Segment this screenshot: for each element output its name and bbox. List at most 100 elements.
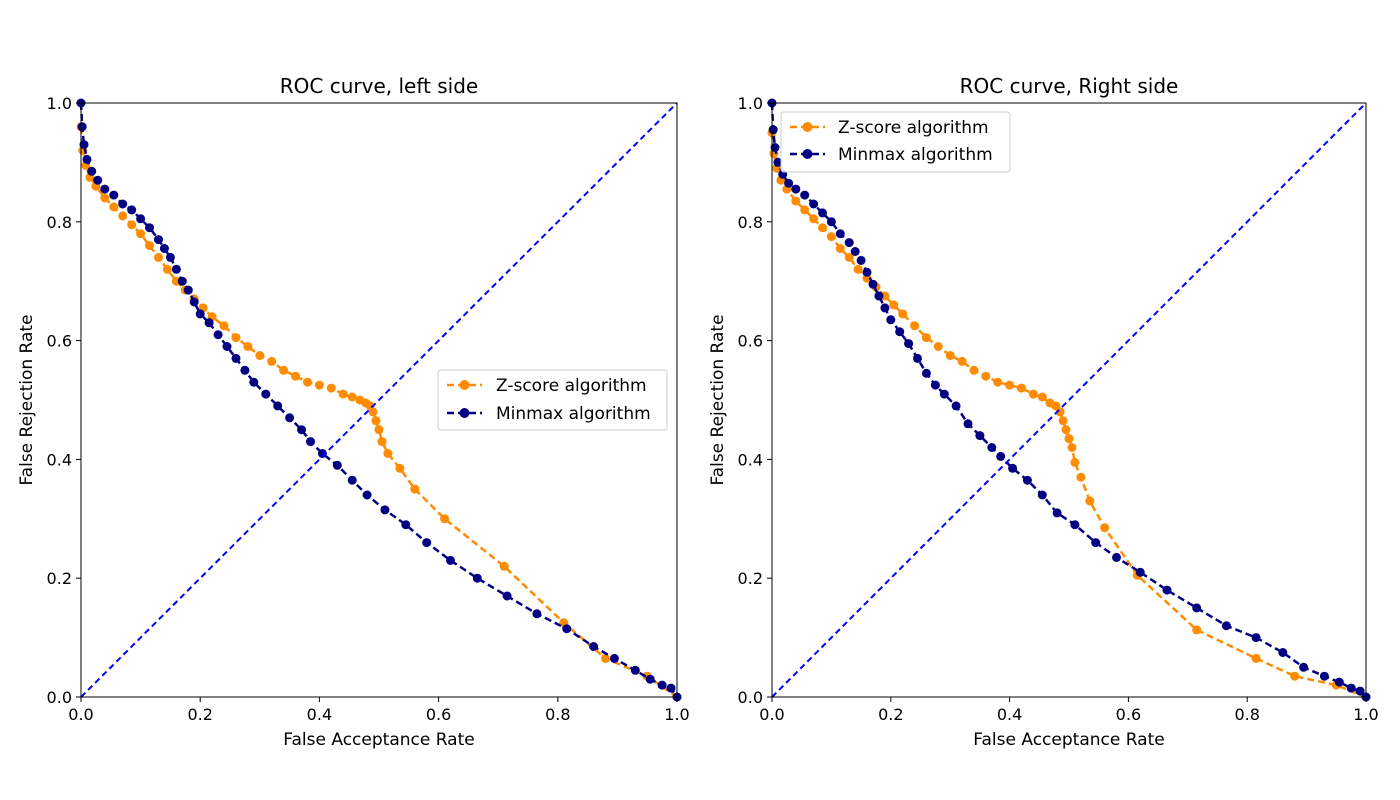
right-y-tick-label: 0.4	[738, 450, 763, 469]
left-minmax-algorithm-point	[347, 475, 357, 485]
left-ticks: 0.0 0.2 0.4 0.6 0.8 1.0 0.0 0.2 0.4 0.6 …	[47, 94, 690, 724]
left-legend-box	[437, 369, 668, 431]
left-z-score-algorithm-point	[314, 380, 324, 390]
right-minmax-algorithm-point	[770, 143, 780, 152]
left-y-axis-label: False Rejection Rate	[17, 314, 37, 485]
right-minmax-algorithm-point	[1221, 621, 1231, 631]
left-z-score-algorithm-point	[255, 351, 265, 360]
left-minmax-algorithm-point	[165, 252, 175, 262]
left-series-minmax-algorithm	[76, 98, 682, 702]
right-minmax-algorithm-point	[1022, 475, 1032, 485]
right-minmax-algorithm-point	[1299, 662, 1309, 672]
right-z-score-algorithm-point	[957, 356, 967, 366]
right-legend-zscore-label: Z-score algorithm	[838, 118, 989, 138]
right-z-score-algorithm-point	[1085, 496, 1095, 506]
right-z-score-algorithm-point	[809, 214, 819, 224]
left-z-score-algorithm-point	[368, 407, 378, 417]
right-minmax-algorithm-point	[1251, 633, 1261, 643]
left-z-score-algorithm-point	[291, 371, 301, 381]
right-z-score-algorithm-point	[1067, 443, 1077, 452]
right-minmax-algorithm-point	[862, 267, 872, 277]
left-z-score-algorithm-point	[279, 365, 289, 375]
right-z-score-algorithm-point	[1017, 383, 1026, 393]
left-z-score-algorithm-point	[347, 392, 357, 402]
left-z-score-algorithm-point	[136, 229, 146, 239]
right-minmax-algorithm-point	[880, 303, 890, 313]
left-legend-zscore-marker	[459, 380, 470, 390]
right-minmax-algorithm-point	[904, 339, 914, 349]
left-z-score-algorithm-point	[100, 193, 110, 203]
left-plot-area	[76, 98, 682, 702]
left-plot-frame	[80, 102, 678, 698]
right-series-minmax-algorithm	[767, 98, 1371, 702]
right-chart-title: ROC curve, Right side	[960, 74, 1179, 98]
right-x-tick-label: 0.0	[759, 705, 784, 724]
right-x-tick-label: 0.4	[997, 705, 1022, 724]
left-minmax-algorithm-point	[145, 223, 154, 233]
left-series-diagonal-reference	[80, 102, 678, 698]
right-legend-box	[780, 111, 1011, 173]
right-minmax-algorithm-line	[770, 102, 1367, 698]
left-legend-minmax-marker	[459, 408, 470, 418]
right-x-tick-label: 0.8	[1234, 705, 1259, 724]
right-minmax-algorithm-point	[1346, 683, 1356, 693]
left-y-tick-label: 0.6	[47, 332, 72, 351]
left-chart-title: ROC curve, left side	[280, 74, 478, 98]
left-minmax-algorithm-point	[446, 555, 455, 565]
left-z-score-algorithm-point	[338, 389, 348, 399]
right-minmax-algorithm-point	[768, 125, 778, 135]
left-legend: Z-score algorithm Minmax algorithm	[437, 369, 668, 431]
right-minmax-algorithm-point	[791, 184, 801, 194]
right-ticks: 0.0 0.2 0.4 0.6 0.8 1.0 0.0 0.2 0.4 0.6 …	[738, 94, 1379, 724]
left-z-score-algorithm-point	[326, 383, 336, 393]
left-z-score-algorithm-point	[377, 437, 387, 447]
right-minmax-algorithm-point	[809, 199, 819, 209]
right-minmax-algorithm-point	[1319, 671, 1329, 681]
left-minmax-algorithm-point	[657, 680, 667, 690]
left-minmax-algorithm-point	[82, 154, 92, 164]
left-minmax-algorithm-point	[297, 425, 306, 435]
right-minmax-algorithm-point	[818, 208, 827, 218]
left-legend-zscore-label: Z-score algorithm	[496, 376, 647, 396]
right-y-tick-label: 0.2	[738, 569, 763, 588]
right-legend-minmax-label: Minmax algorithm	[838, 145, 993, 165]
left-minmax-algorithm-point	[118, 199, 128, 209]
left-y-tick-label: 0.4	[47, 450, 72, 469]
right-y-tick-label: 0.0	[738, 688, 763, 707]
right-minmax-algorithm-point	[1070, 520, 1080, 530]
right-minmax-algorithm-point	[1278, 648, 1288, 657]
left-minmax-algorithm-point	[136, 214, 146, 224]
left-minmax-algorithm-point	[195, 309, 205, 319]
left-minmax-algorithm-point	[306, 437, 315, 447]
right-minmax-algorithm-point	[773, 157, 783, 167]
left-minmax-algorithm-point	[100, 184, 110, 194]
left-minmax-algorithm-point	[109, 190, 119, 200]
left-diagonal-reference-line	[80, 102, 678, 698]
right-minmax-algorithm-point	[951, 401, 961, 411]
right-minmax-algorithm-point	[1091, 538, 1101, 548]
right-diagonal-reference-line	[771, 102, 1367, 698]
left-y-tick-label: 0.0	[47, 688, 72, 707]
right-series-diagonal-reference	[771, 102, 1367, 698]
right-minmax-algorithm-point	[921, 368, 931, 378]
left-minmax-algorithm-point	[231, 353, 241, 363]
right-z-score-algorithm-point	[835, 244, 845, 253]
left-minmax-algorithm-point	[666, 683, 676, 693]
left-y-tick-label: 0.2	[47, 569, 72, 588]
left-x-tick-label: 0.8	[545, 705, 570, 724]
right-z-score-algorithm-point	[945, 351, 955, 360]
left-z-score-algorithm-point	[127, 220, 137, 230]
left-x-tick-label: 0.2	[187, 705, 212, 724]
right-x-tick-label: 0.6	[1116, 705, 1141, 724]
left-z-score-algorithm-point	[162, 264, 172, 274]
left-minmax-algorithm-point	[589, 642, 599, 651]
left-minmax-algorithm-point	[645, 674, 655, 684]
right-legend-zscore-marker	[802, 122, 813, 132]
right-roc-panel: ROC curve, Right side 0.0 0.2 0.4 0.6 0.…	[708, 74, 1379, 750]
right-y-tick-label: 0.8	[738, 213, 763, 232]
right-z-score-algorithm-point	[889, 300, 899, 310]
left-minmax-algorithm-point	[177, 276, 187, 286]
left-z-score-algorithm-point	[303, 377, 312, 387]
right-z-score-algorithm-point	[1100, 523, 1110, 533]
left-minmax-algorithm-point	[127, 205, 137, 215]
